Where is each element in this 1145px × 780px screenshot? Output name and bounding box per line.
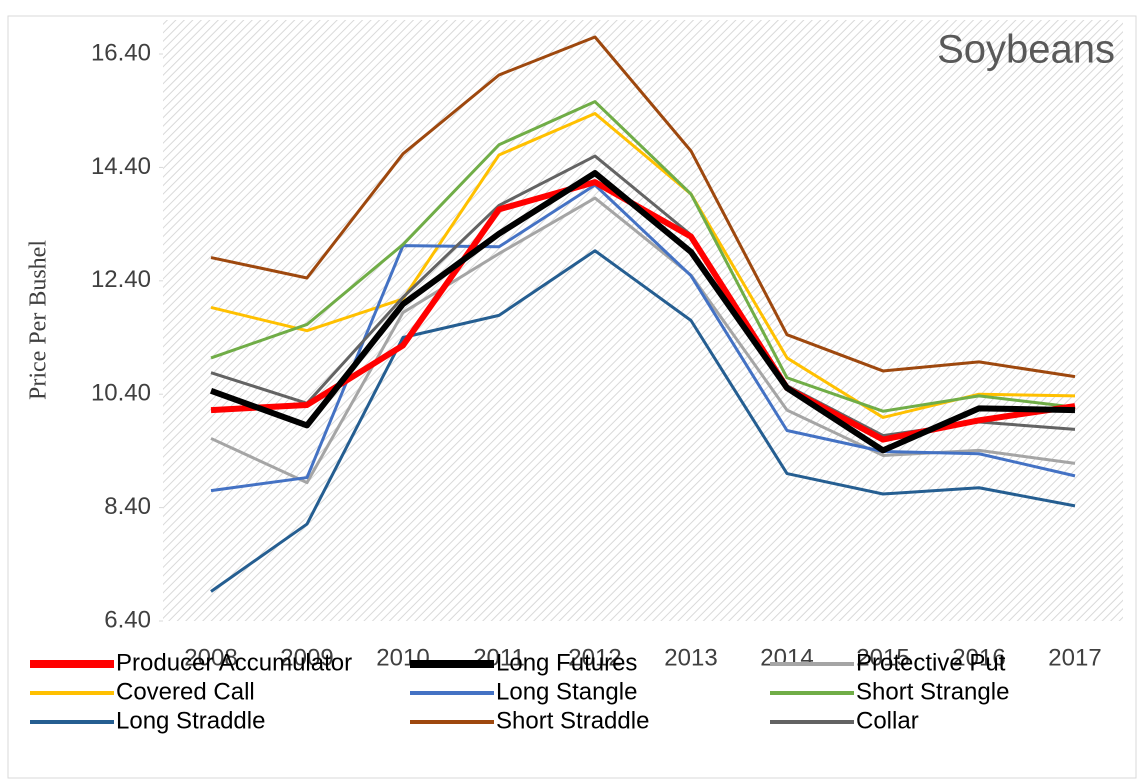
y-tick-label: 8.40 — [104, 493, 151, 520]
series-line — [210, 112, 1076, 419]
y-tick-label: 14.40 — [91, 153, 151, 180]
x-tick-label: 2015 — [856, 644, 909, 671]
y-tick-label: 6.40 — [104, 606, 151, 633]
y-tick-label: 10.40 — [91, 380, 151, 407]
x-tick-label: 2017 — [1048, 644, 1101, 671]
x-tick-label: 2014 — [760, 644, 813, 671]
legend-label: Short Straddle — [496, 707, 649, 734]
x-tick-label: 2012 — [568, 644, 621, 671]
series-line — [210, 249, 1076, 593]
legend-label: Covered Call — [116, 678, 255, 705]
legend-label: Long Stangle — [496, 678, 637, 705]
x-tick-label: 2013 — [664, 644, 717, 671]
y-tick-label: 16.40 — [91, 39, 151, 66]
y-tick-label: 12.40 — [91, 266, 151, 293]
series-line — [209, 170, 1076, 454]
legend-label: Producer Accumulator — [116, 649, 352, 676]
legend-label: Long Straddle — [116, 707, 265, 734]
series-line — [210, 35, 1076, 379]
plot-area — [163, 20, 1123, 621]
legend-label: Protective Put — [856, 649, 1006, 676]
annotation: Soybeans — [937, 28, 1115, 72]
y-axis-label: Price Per Bushel — [26, 240, 52, 400]
x-tick-label: 2008 — [184, 644, 237, 671]
legend-label: Short Strangle — [856, 678, 1009, 705]
legend-label: Collar — [856, 707, 919, 734]
x-tick-label: 2016 — [952, 644, 1005, 671]
x-tick-label: 2009 — [280, 644, 333, 671]
series-line — [210, 100, 1076, 413]
legend-label: Long Futures — [496, 649, 637, 676]
